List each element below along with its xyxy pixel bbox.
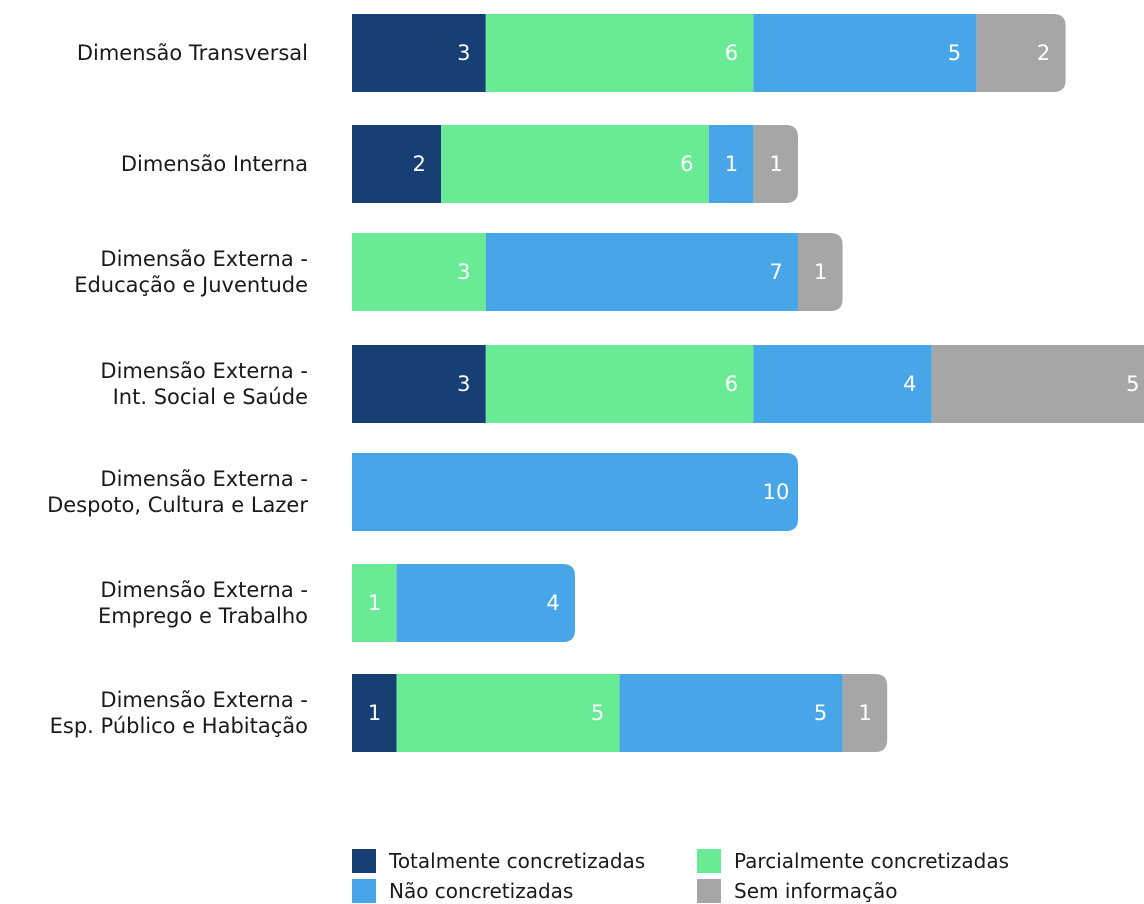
legend-item: Não concretizadas	[352, 879, 573, 903]
data-label: 3	[457, 372, 470, 396]
data-label: 4	[546, 591, 559, 615]
bar-segment	[485, 14, 754, 92]
category-label: Dimensão Externa -	[100, 247, 308, 271]
legend-swatch	[697, 879, 721, 903]
category-label: Dimensão Transversal	[77, 41, 308, 65]
data-label: 4	[903, 372, 916, 396]
category-label: Educação e Juventude	[74, 273, 308, 297]
bar-segment	[842, 674, 888, 752]
data-label: 3	[457, 260, 470, 284]
data-label: 5	[948, 41, 961, 65]
data-label: 6	[680, 152, 693, 176]
data-label: 1	[368, 591, 381, 615]
data-label: 5	[591, 701, 604, 725]
bar-segment	[352, 233, 486, 311]
legend-label: Não concretizadas	[389, 879, 573, 903]
bar-segment	[352, 564, 397, 642]
data-label: 1	[814, 260, 827, 284]
data-label: 1	[859, 701, 872, 725]
category-label: Int. Social e Saúde	[113, 385, 308, 409]
legend: Totalmente concretizadas Parcialmente con…	[352, 849, 1009, 903]
data-label: 5	[814, 701, 827, 725]
data-label: 10	[763, 480, 790, 504]
category-label: Emprego e Trabalho	[98, 604, 308, 628]
bar-segment	[753, 125, 798, 203]
bar-segment	[441, 125, 709, 203]
legend-swatch	[352, 879, 376, 903]
data-label: 6	[725, 41, 738, 65]
category-label: Dimensão Interna	[121, 152, 308, 176]
data-label: 1	[368, 701, 381, 725]
legend-item: Parcialmente concretizadas	[697, 849, 1009, 873]
bar-segment	[931, 345, 1144, 423]
category-labels: Dimensão Transversal Dimensão Interna Dime…	[47, 41, 308, 738]
legend-label: Parcialmente concretizadas	[734, 849, 1009, 873]
bar-segment	[485, 233, 798, 311]
bar-segment	[753, 14, 977, 92]
bar-segment	[708, 125, 754, 203]
bar-segment	[396, 564, 575, 642]
bar-segment	[352, 345, 486, 423]
data-label: 3	[457, 41, 470, 65]
bar-segment	[619, 674, 843, 752]
bar-segment	[753, 345, 932, 423]
category-label: Dimensão Externa -	[100, 359, 308, 383]
bar-segment	[352, 125, 442, 203]
bar-segment	[485, 345, 754, 423]
category-label: Dimensão Externa -	[100, 578, 308, 602]
legend-item: Sem informação	[697, 879, 897, 903]
data-label: 5	[1126, 372, 1139, 396]
bar-segment	[396, 674, 620, 752]
bar-segment	[352, 14, 486, 92]
category-label: Dimensão Externa -	[100, 688, 308, 712]
bar-segment	[352, 674, 397, 752]
data-label: 1	[725, 152, 738, 176]
bar-segment	[798, 233, 843, 311]
category-label: Despoto, Cultura e Lazer	[47, 493, 308, 517]
bar-segment	[976, 14, 1066, 92]
data-label: 2	[413, 152, 426, 176]
data-label: 2	[1037, 41, 1050, 65]
legend-swatch	[697, 849, 721, 873]
data-label: 7	[769, 260, 782, 284]
category-label: Esp. Público e Habitação	[50, 714, 308, 738]
legend-swatch	[352, 849, 376, 873]
legend-label: Totalmente concretizadas	[388, 849, 645, 873]
category-label: Dimensão Externa -	[100, 467, 308, 491]
data-label: 6	[725, 372, 738, 396]
legend-item: Totalmente concretizadas	[352, 849, 645, 873]
bar-segment	[352, 453, 798, 531]
legend-label: Sem informação	[734, 879, 897, 903]
data-label: 1	[769, 152, 782, 176]
